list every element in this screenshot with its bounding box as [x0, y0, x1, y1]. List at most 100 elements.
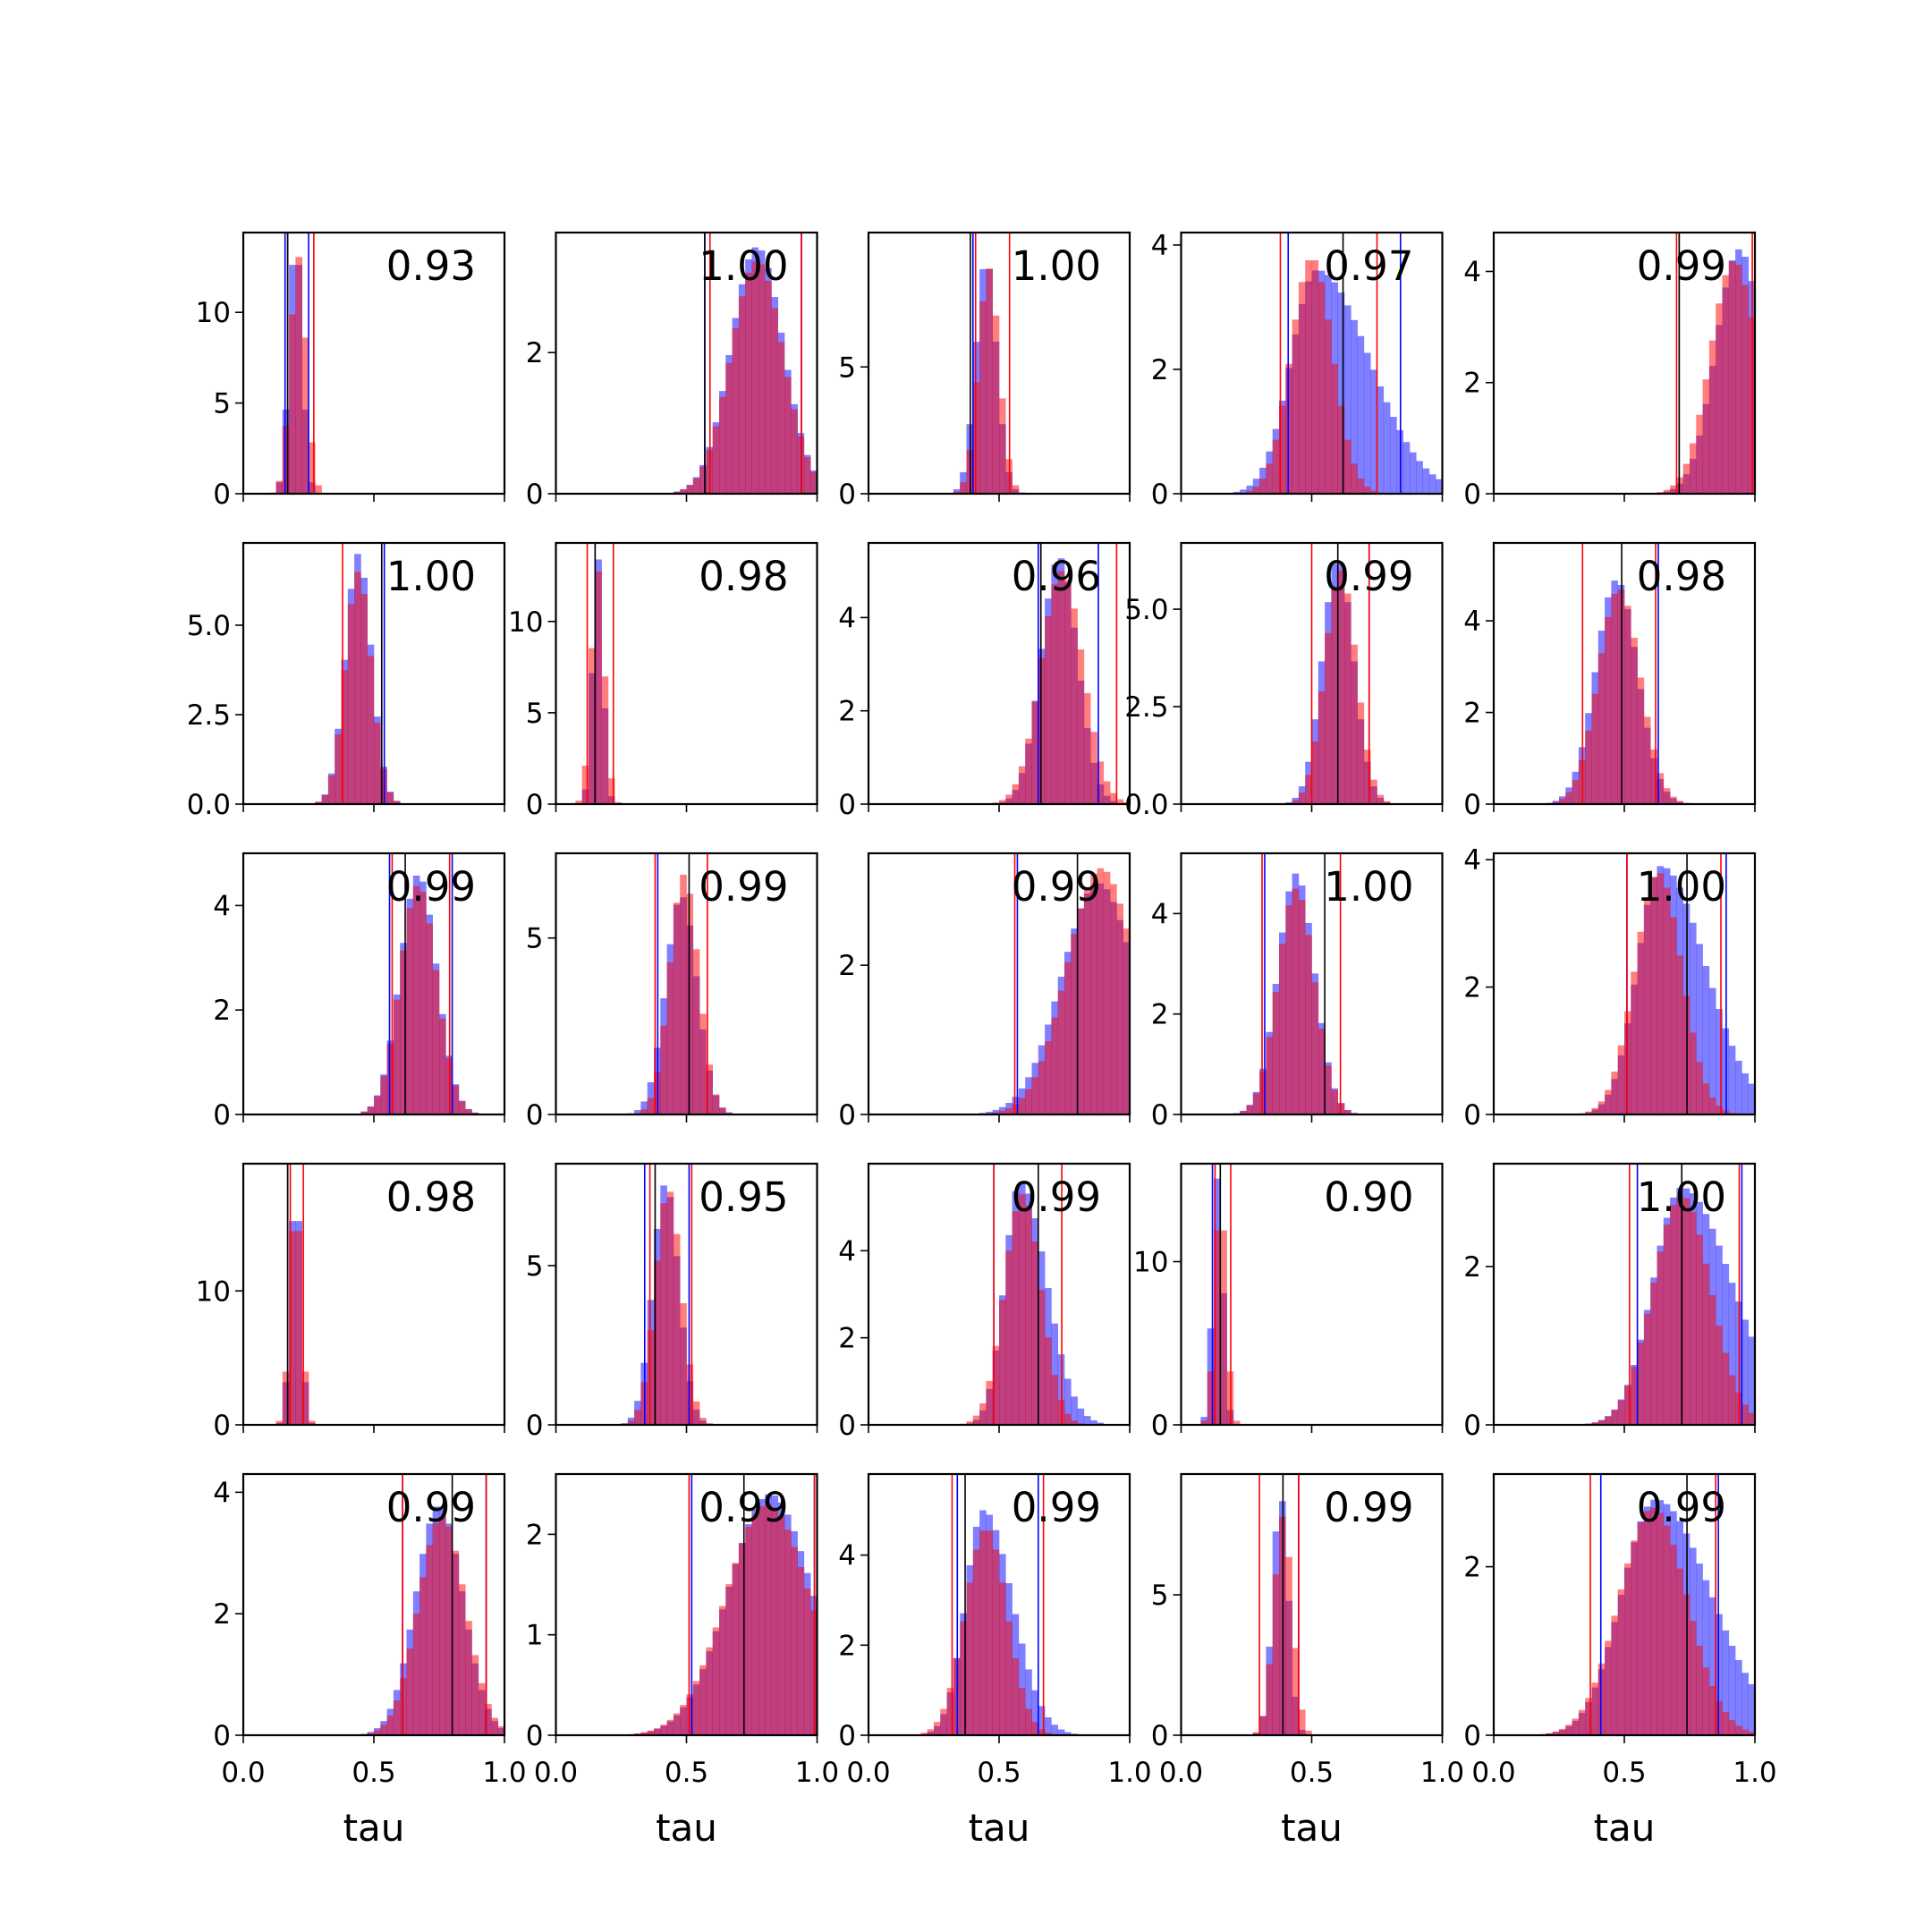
red-histogram-bar — [406, 908, 414, 1114]
panel-statistic-label: 0.99 — [1012, 863, 1101, 911]
y-tick-label: 10 — [196, 297, 231, 329]
blue-histogram-bar — [1377, 386, 1385, 494]
red-histogram-bar — [380, 1724, 387, 1735]
x-tick-label: 0.5 — [665, 1757, 708, 1789]
y-tick-label: 4 — [213, 890, 231, 922]
red-histogram-bar — [738, 296, 746, 494]
x-tick-label: 0.0 — [1471, 1757, 1515, 1789]
red-histogram-bar — [1031, 701, 1039, 804]
red-histogram-bar — [1220, 1230, 1227, 1425]
blue-histogram-bar — [1064, 1378, 1072, 1425]
y-tick-label: 5.0 — [1124, 594, 1168, 626]
red-histogram-bar — [1605, 616, 1612, 804]
red-histogram-bar — [497, 1725, 504, 1735]
red-histogram-bar — [699, 466, 707, 494]
red-histogram-bar — [1617, 1045, 1625, 1114]
x-tick-label: 0.5 — [977, 1757, 1021, 1789]
red-histogram-bar — [1064, 580, 1072, 804]
panel-statistic-label: 0.99 — [1637, 242, 1726, 290]
red-histogram-bar — [1071, 934, 1078, 1114]
red-histogram-bar — [1031, 1077, 1039, 1114]
red-histogram-bar — [1716, 1326, 1723, 1425]
red-histogram-bar — [1728, 260, 1736, 494]
red-histogram-bar — [751, 261, 759, 494]
red-histogram-bar — [1018, 1688, 1026, 1735]
blue-histogram-bar — [1436, 479, 1443, 494]
blue-histogram-bar — [1031, 1690, 1039, 1735]
red-histogram-bar — [1266, 463, 1273, 494]
red-histogram-bar — [1716, 1106, 1723, 1114]
y-tick-label: 0 — [213, 1099, 231, 1131]
red-histogram-bar — [445, 1526, 453, 1735]
red-histogram-bar — [1357, 702, 1365, 804]
red-histogram-bar — [1643, 1313, 1651, 1425]
red-histogram-bar — [1038, 1290, 1046, 1425]
red-histogram-bar — [1597, 653, 1606, 804]
red-histogram-bar — [699, 1013, 707, 1114]
blue-histogram-bar — [1357, 335, 1365, 494]
red-histogram-bar — [426, 1545, 433, 1735]
red-histogram-bar — [1690, 1032, 1697, 1114]
plot-area — [979, 853, 1130, 1114]
panel-statistic-label: 1.00 — [699, 242, 788, 290]
red-histogram-bar — [458, 1584, 466, 1735]
red-histogram-bar — [386, 1715, 394, 1735]
red-histogram-bar — [1650, 1507, 1657, 1735]
histogram-panel: 0 10 0.98 — [196, 1162, 506, 1442]
red-histogram-bar — [1676, 477, 1683, 494]
blue-histogram-bar — [992, 1109, 1000, 1114]
plot-area — [960, 1164, 1105, 1425]
red-histogram-bar — [1708, 1294, 1716, 1425]
histogram-panel: 0 5 10 0.98 — [508, 541, 818, 821]
red-histogram-bar — [1611, 1615, 1618, 1735]
red-histogram-bar — [1637, 1522, 1645, 1735]
red-histogram-bar — [1252, 487, 1260, 494]
blue-histogram-bar — [1702, 1580, 1710, 1735]
histogram-panel: 0 10 0.90 — [1133, 1162, 1444, 1442]
red-histogram-bar — [1735, 1725, 1742, 1735]
blue-histogram-bar — [1410, 452, 1417, 494]
red-histogram-bar — [1266, 1664, 1273, 1735]
red-histogram-bar — [1696, 1645, 1703, 1735]
plot-area — [1233, 233, 1443, 494]
y-tick-label: 4 — [1151, 230, 1169, 262]
red-histogram-bar — [647, 1097, 655, 1114]
panel-statistic-label: 0.96 — [1012, 553, 1101, 600]
red-histogram-bar — [1331, 363, 1338, 494]
red-histogram-bar — [765, 1504, 772, 1735]
blue-histogram-bar — [1097, 1422, 1105, 1425]
red-histogram-bar — [1605, 1416, 1612, 1425]
red-histogram-bar — [1038, 657, 1046, 804]
red-histogram-bar — [1741, 1729, 1749, 1735]
red-histogram-bar — [295, 257, 302, 494]
red-histogram-bar — [979, 1402, 987, 1425]
red-histogram-bar — [758, 1506, 766, 1735]
red-histogram-bar — [745, 272, 752, 494]
red-histogram-bar — [1051, 1375, 1058, 1425]
y-tick-label: 10 — [1133, 1247, 1168, 1279]
red-histogram-bar — [341, 670, 349, 804]
red-histogram-bar — [1285, 905, 1292, 1114]
histogram-panel: 0 2 4 1.00 — [1151, 852, 1444, 1131]
x-tick-label: 0.0 — [534, 1757, 578, 1789]
red-histogram-bar — [1585, 1111, 1592, 1114]
red-histogram-bar — [725, 362, 733, 494]
red-histogram-bar — [581, 766, 589, 804]
red-histogram-bar — [1617, 1589, 1625, 1735]
histogram-panel: 0 2 4 0.99 — [1463, 231, 1757, 511]
red-histogram-bar — [315, 801, 322, 804]
plot-area — [1546, 543, 1690, 804]
red-histogram-bar — [732, 327, 740, 494]
red-histogram-bar — [810, 471, 818, 494]
y-tick-label: 2 — [526, 1519, 544, 1551]
y-tick-label: 4 — [838, 1235, 856, 1267]
red-histogram-bar — [380, 1076, 387, 1114]
red-histogram-bar — [1246, 490, 1254, 494]
blue-histogram-bar — [1390, 417, 1397, 494]
y-tick-label: 0.0 — [1124, 789, 1168, 821]
x-tick-label: 1.0 — [795, 1757, 839, 1789]
red-histogram-bar — [1650, 749, 1657, 804]
x-axis-title: tau — [1281, 1806, 1343, 1850]
red-histogram-bar — [803, 1588, 811, 1735]
red-histogram-bar — [386, 792, 394, 804]
